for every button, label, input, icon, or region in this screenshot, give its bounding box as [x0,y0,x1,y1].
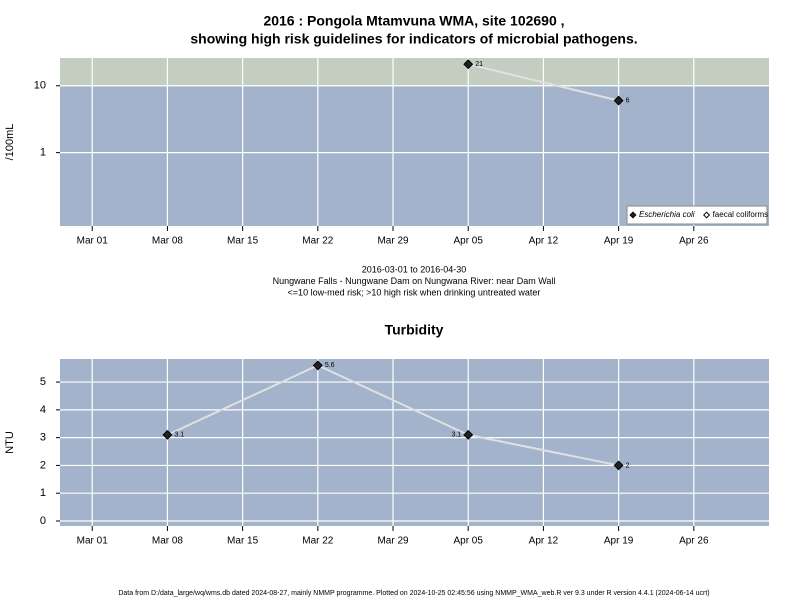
data-point [463,59,474,70]
data-point [613,460,624,471]
x-tick-label: Mar 15 [227,536,259,547]
high-risk-band [60,58,769,86]
legend-marker [703,211,711,219]
x-tick-label: Apr 26 [679,236,709,247]
x-tick-label: Apr 12 [529,536,559,547]
data-point [312,360,323,371]
x-tick-label: Mar 01 [77,536,109,547]
series-line [467,63,619,102]
y-tick-label: 1 [40,147,46,159]
y-tick-label: 1 [40,487,46,499]
x-tick-label: Mar 15 [227,236,259,247]
x-tick-label: Mar 29 [377,536,409,547]
legend-label: Escherichia coli [639,210,695,219]
y-tick-label: 3 [40,432,46,444]
chart-title: Turbidity [385,322,444,338]
x-tick-label: Apr 19 [604,236,634,247]
y-tick-label: 5 [40,376,46,388]
data-label: 21 [475,61,483,68]
y-axis-label: NTU [4,431,16,454]
caption: 2016-03-01 to 2016-04-30 [362,264,467,274]
legend-box [626,205,768,225]
chart-subtitle: showing high risk guidelines for indicat… [190,31,637,47]
series-line [167,364,619,467]
data-label: 6 [626,97,630,104]
data-point [162,429,173,440]
data-label: 3.1 [174,432,184,439]
y-tick-label: 10 [34,80,46,92]
chart-title: 2016 : Pongola Mtamvuna WMA, site 102690… [263,13,564,29]
y-tick-label: 0 [40,515,46,527]
legend-label: faecal coliforms [713,210,769,219]
data-point [613,95,624,106]
x-tick-label: Mar 08 [152,536,184,547]
data-label: 5.6 [325,362,335,369]
data-label: 2 [626,462,630,469]
x-tick-label: Apr 05 [453,236,483,247]
x-tick-label: Mar 01 [77,236,109,247]
y-axis-label: /100mL [4,124,16,161]
x-tick-label: Apr 26 [679,536,709,547]
plot-background [60,359,769,526]
x-tick-label: Apr 19 [604,536,634,547]
x-tick-label: Mar 29 [377,236,409,247]
x-tick-label: Mar 22 [302,236,334,247]
x-tick-label: Apr 05 [453,536,483,547]
x-tick-label: Mar 22 [302,536,334,547]
x-tick-label: Apr 12 [529,236,559,247]
y-tick-label: 2 [40,459,46,471]
footer: Data from D:/data_large/wq/wms.db dated … [118,590,709,597]
caption: Nungwane Falls - Nungwane Dam on Nungwan… [273,276,556,286]
data-point [463,429,474,440]
y-tick-label: 4 [40,404,46,416]
legend-marker [629,211,637,219]
x-tick-label: Mar 08 [152,236,184,247]
data-label: 3.1 [451,432,461,439]
caption: <=10 low-med risk; >10 high risk when dr… [288,287,541,297]
